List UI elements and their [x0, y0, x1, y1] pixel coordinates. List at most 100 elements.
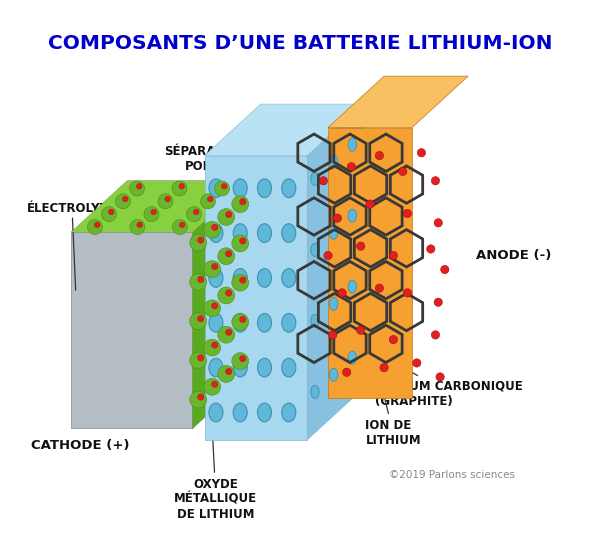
Circle shape	[212, 264, 218, 270]
Ellipse shape	[348, 351, 356, 364]
Circle shape	[239, 277, 246, 283]
Circle shape	[197, 276, 204, 283]
Circle shape	[204, 222, 221, 238]
Circle shape	[165, 196, 170, 202]
Text: ION DE
LITHIUM: ION DE LITHIUM	[365, 380, 421, 447]
Circle shape	[212, 224, 218, 230]
Circle shape	[427, 245, 435, 253]
Ellipse shape	[209, 313, 223, 332]
Circle shape	[218, 287, 235, 304]
Ellipse shape	[233, 403, 247, 422]
Ellipse shape	[257, 179, 272, 197]
Circle shape	[130, 219, 145, 235]
Circle shape	[324, 251, 332, 260]
Circle shape	[232, 353, 248, 370]
Polygon shape	[71, 232, 193, 428]
Circle shape	[431, 331, 440, 339]
Circle shape	[403, 210, 412, 218]
Ellipse shape	[282, 358, 296, 377]
Ellipse shape	[257, 313, 272, 332]
Circle shape	[356, 242, 365, 251]
Ellipse shape	[233, 313, 247, 332]
Circle shape	[389, 335, 398, 344]
Circle shape	[94, 222, 100, 228]
Circle shape	[151, 209, 157, 215]
Ellipse shape	[348, 209, 356, 222]
Circle shape	[218, 208, 235, 225]
Ellipse shape	[209, 403, 223, 422]
Circle shape	[187, 207, 202, 222]
Circle shape	[190, 391, 206, 408]
Circle shape	[179, 222, 185, 228]
Circle shape	[197, 394, 204, 400]
Ellipse shape	[233, 358, 247, 377]
Circle shape	[215, 181, 229, 196]
Circle shape	[101, 207, 116, 222]
Circle shape	[343, 368, 351, 376]
Circle shape	[136, 183, 142, 189]
Text: SÉPARATEUR
POEUX: SÉPARATEUR POEUX	[164, 146, 250, 193]
Ellipse shape	[257, 224, 272, 242]
Ellipse shape	[257, 403, 272, 422]
Ellipse shape	[233, 224, 247, 242]
Circle shape	[226, 211, 232, 218]
Circle shape	[232, 313, 248, 330]
Ellipse shape	[282, 403, 296, 422]
Circle shape	[398, 167, 407, 176]
Circle shape	[197, 316, 204, 322]
Circle shape	[239, 199, 246, 205]
Ellipse shape	[282, 224, 296, 242]
Ellipse shape	[311, 385, 319, 398]
Polygon shape	[193, 181, 248, 428]
Circle shape	[212, 381, 218, 387]
Circle shape	[403, 289, 412, 297]
Polygon shape	[71, 181, 248, 232]
Circle shape	[226, 251, 232, 257]
Ellipse shape	[329, 226, 338, 240]
Circle shape	[172, 181, 187, 196]
Circle shape	[190, 234, 206, 251]
Text: COMPOSANTS D’UNE BATTERIE LITHIUM-ION: COMPOSANTS D’UNE BATTERIE LITHIUM-ION	[48, 34, 552, 53]
Circle shape	[431, 177, 440, 185]
Circle shape	[232, 196, 248, 213]
Circle shape	[380, 363, 388, 372]
Circle shape	[137, 222, 143, 228]
Ellipse shape	[311, 172, 319, 185]
Circle shape	[239, 316, 246, 323]
Circle shape	[197, 237, 204, 243]
Circle shape	[375, 284, 383, 293]
Circle shape	[204, 339, 221, 356]
Ellipse shape	[209, 269, 223, 287]
Circle shape	[239, 238, 246, 244]
Polygon shape	[71, 181, 248, 232]
Ellipse shape	[209, 179, 223, 197]
Circle shape	[204, 379, 221, 395]
Circle shape	[375, 152, 383, 160]
Polygon shape	[328, 127, 412, 398]
Text: ©2019 Parlons sciences: ©2019 Parlons sciences	[389, 470, 515, 480]
Circle shape	[232, 274, 248, 291]
Circle shape	[226, 290, 232, 296]
Ellipse shape	[233, 179, 247, 197]
Ellipse shape	[311, 315, 319, 328]
Circle shape	[328, 331, 337, 339]
Circle shape	[88, 219, 103, 235]
Polygon shape	[205, 155, 307, 440]
Circle shape	[221, 183, 227, 189]
Ellipse shape	[209, 358, 223, 377]
Text: ANODE (-): ANODE (-)	[476, 249, 551, 262]
Circle shape	[413, 359, 421, 367]
Ellipse shape	[329, 368, 338, 381]
Circle shape	[158, 194, 173, 209]
Ellipse shape	[282, 269, 296, 287]
Circle shape	[122, 196, 128, 202]
Polygon shape	[205, 104, 364, 155]
Circle shape	[179, 183, 185, 189]
Circle shape	[204, 300, 221, 317]
Circle shape	[356, 326, 365, 334]
Ellipse shape	[257, 269, 272, 287]
Circle shape	[366, 200, 374, 208]
Circle shape	[436, 373, 445, 381]
Text: LITHIUM CARBONIQUE
(GRAPHITE): LITHIUM CARBONIQUE (GRAPHITE)	[358, 341, 523, 408]
Circle shape	[197, 354, 204, 361]
